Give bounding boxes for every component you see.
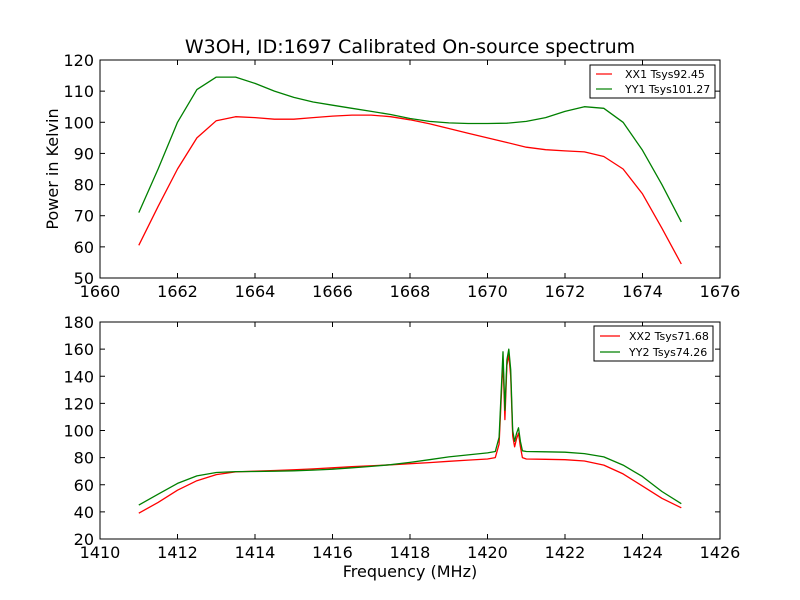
top-x-tick-label: 1660: [80, 282, 121, 301]
top-y-tick-label: 80: [74, 176, 94, 195]
top-legend-label-xx1: XX1 Tsys92.45: [625, 68, 705, 81]
bottom-axis-ticks: 1410 1412 1414 1416 1418 1420 1422 1424 1426 20 40…: [63, 313, 740, 562]
top-y-tick-label: 70: [74, 207, 94, 226]
bottom-plot-frame: [99, 321, 721, 540]
bottom-y-tick-label: 40: [74, 503, 94, 522]
top-x-tick-label: 1676: [700, 282, 741, 301]
bottom-legend-box: [593, 325, 714, 362]
bottom-y-tick-label: 60: [74, 476, 94, 495]
bottom-legend: XX2 Tsys71.68 YY2 Tsys74.26: [593, 325, 714, 362]
bottom-y-tick-label: 20: [74, 530, 94, 549]
bottom-y-tick-label: 160: [63, 340, 94, 359]
top-y-tick-label: 60: [74, 238, 94, 257]
top-y-tick-label: 110: [63, 82, 94, 101]
top-x-tick-label: 1666: [312, 282, 353, 301]
bottom-x-tick-label: 1420: [467, 543, 508, 562]
bottom-x-tick-label: 1422: [545, 543, 586, 562]
y-axis-label: Power in Kelvin: [43, 108, 62, 229]
bottom-x-tick-label: 1424: [622, 543, 663, 562]
bottom-legend-label-xx2: XX2 Tsys71.68: [629, 330, 709, 343]
bottom-x-tick-label: 1412: [157, 543, 198, 562]
top-x-tick-label: 1668: [390, 282, 431, 301]
top-y-tick-label: 50: [74, 269, 94, 288]
bottom-y-tick-label: 100: [63, 422, 94, 441]
bottom-series-line-yy2: [138, 348, 682, 506]
bottom-legend-label-yy2: YY2 Tsys74.26: [628, 346, 707, 359]
top-x-tick-label: 1674: [622, 282, 663, 301]
bottom-x-tick-label: 1414: [235, 543, 276, 562]
bottom-y-tick-label: 80: [74, 449, 94, 468]
bottom-plot-lines: [138, 348, 682, 514]
top-plot-lines: [138, 76, 682, 265]
bottom-x-tick-label: 1410: [80, 543, 121, 562]
top-legend: XX1 Tsys92.45 YY1 Tsys101.27: [589, 64, 716, 99]
bottom-x-tick-label: 1416: [312, 543, 353, 562]
top-y-tick-label: 90: [74, 144, 94, 163]
top-plot-frame: [99, 59, 721, 279]
top-axis-ticks: 1660 1662 1664 1666 1668 1670 1672 1674 1676 50 60…: [63, 51, 740, 301]
top-panel: W3OH, ID:1697 Calibrated On-source spect…: [43, 36, 740, 301]
top-legend-box: [589, 64, 716, 99]
bottom-x-tick-label: 1418: [390, 543, 431, 562]
top-x-tick-label: 1662: [157, 282, 198, 301]
top-x-tick-label: 1664: [235, 282, 276, 301]
bottom-y-tick-label: 120: [63, 394, 94, 413]
top-series-line-yy1: [138, 76, 682, 223]
x-axis-label: Frequency (MHz): [343, 562, 477, 581]
top-series-line-xx1: [138, 114, 682, 265]
top-x-tick-label: 1672: [545, 282, 586, 301]
top-legend-label-yy1: YY1 Tsys101.27: [624, 83, 710, 96]
bottom-y-tick-label: 140: [63, 367, 94, 386]
top-x-tick-label: 1670: [467, 282, 508, 301]
bottom-panel: Frequency (MHz) 1410 1412 1414 1416 1418 1420…: [63, 313, 740, 581]
top-y-tick-label: 120: [63, 51, 94, 70]
chart-title: W3OH, ID:1697 Calibrated On-source spect…: [185, 36, 635, 58]
bottom-y-tick-label: 180: [63, 313, 94, 332]
top-y-tick-label: 100: [63, 113, 94, 132]
bottom-x-tick-label: 1426: [700, 543, 741, 562]
